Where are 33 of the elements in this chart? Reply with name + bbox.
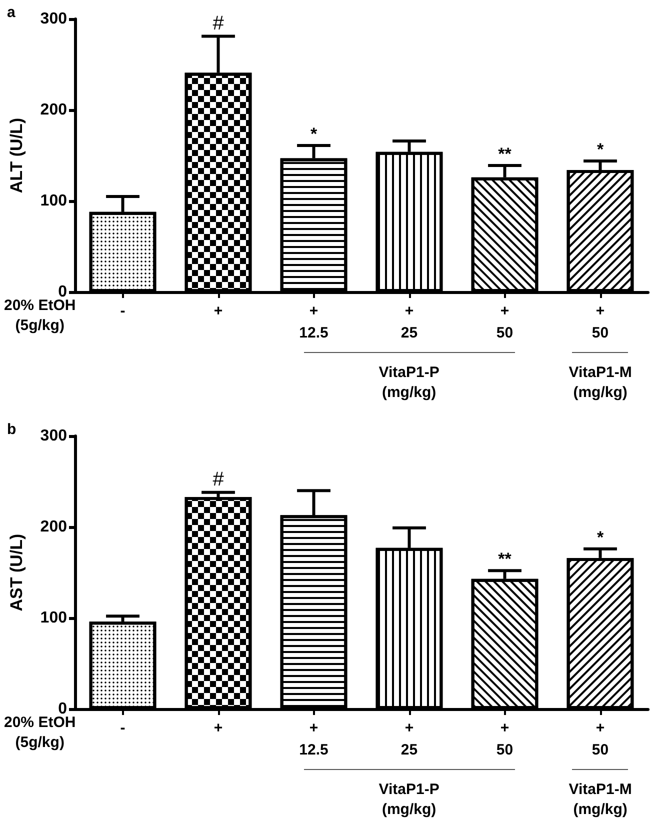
chart-title: a <box>7 4 16 21</box>
x-tick-label: + 12.5 <box>299 302 328 342</box>
x-tick-label: - <box>120 302 126 320</box>
y-tick-label: 200 <box>40 518 68 536</box>
x-tick-label: + 12.5 <box>299 720 328 758</box>
y-tick-label: 100 <box>40 192 68 210</box>
data-label: * <box>310 124 318 144</box>
data-label: ** <box>498 144 512 164</box>
data-label: # <box>212 12 225 34</box>
x-tick-label: + 50 <box>592 302 609 342</box>
x-tick-label: + 25 <box>400 720 418 758</box>
text: VitaP1-M (mg/kg) <box>568 780 632 820</box>
data-label: * <box>596 528 604 547</box>
y-tick-label: 300 <box>40 428 68 444</box>
data-label: ** <box>498 550 512 569</box>
data-label: # <box>212 468 225 490</box>
y-axis-title: AST (U/L) <box>7 534 26 612</box>
x-tick-label: + 50 <box>496 302 514 342</box>
x-tick-label: - <box>120 720 126 736</box>
y-tick-label: 200 <box>40 102 68 118</box>
x-tick-label: + 50 <box>592 720 609 758</box>
y-tick-label: 300 <box>40 10 68 28</box>
chart-title: b <box>7 421 16 438</box>
y-axis-title: ALT (U/L) <box>7 118 26 194</box>
text: VitaP1-P (mg/kg) <box>378 780 440 820</box>
x-tick-label: + 25 <box>400 302 418 342</box>
data-label: * <box>596 140 604 159</box>
x-tick-label: + <box>214 302 223 320</box>
y-tick-label: 100 <box>40 610 68 626</box>
text: VitaP1-P (mg/kg) <box>378 363 440 403</box>
x-tick-label: + <box>214 720 223 736</box>
text: VitaP1-M (mg/kg) <box>568 363 632 403</box>
x-tick-label: + 50 <box>496 720 514 758</box>
